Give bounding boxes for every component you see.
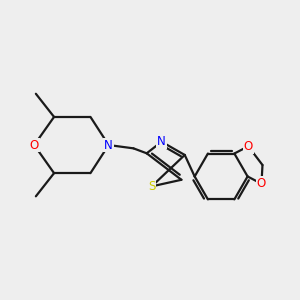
Text: N: N — [104, 139, 113, 152]
Text: O: O — [257, 177, 266, 190]
Text: O: O — [30, 139, 39, 152]
Text: S: S — [148, 180, 155, 193]
Text: O: O — [244, 140, 253, 153]
Text: N: N — [157, 135, 166, 148]
